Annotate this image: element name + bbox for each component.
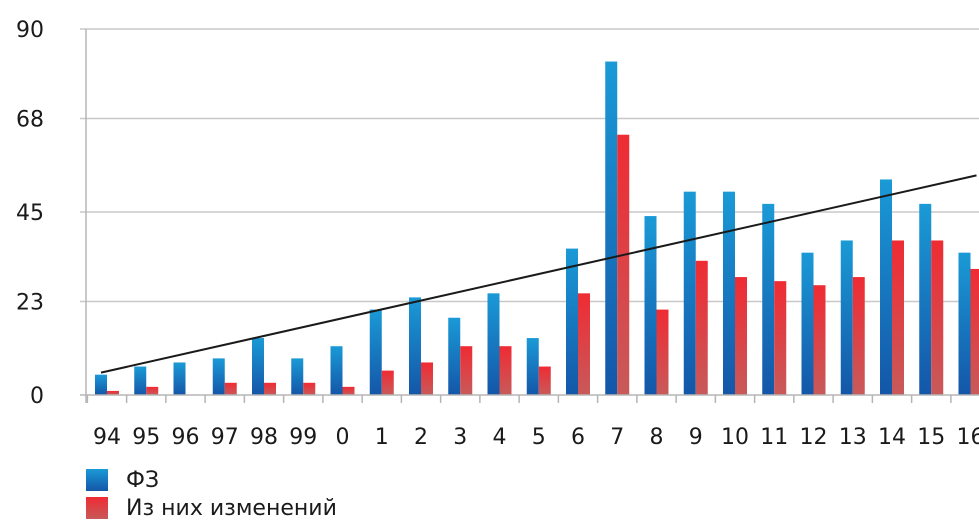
x-tick-label: 9: [689, 425, 703, 450]
bar-fz: [762, 203, 775, 395]
bars: [95, 61, 979, 396]
y-tick-label: 90: [16, 18, 44, 43]
bar-changes: [224, 382, 237, 395]
bar-fz: [173, 362, 186, 395]
bar-fz: [683, 191, 696, 395]
bar-fz: [291, 358, 304, 395]
bar-fz: [409, 297, 421, 395]
bar-changes: [813, 285, 826, 395]
bar-changes: [381, 370, 394, 395]
bar-fz: [840, 240, 853, 395]
y-tick-label: 0: [30, 384, 44, 409]
x-tick-label: 98: [250, 425, 278, 450]
bar-fz: [95, 374, 107, 395]
legend-swatch-changes: [86, 497, 108, 519]
bar-changes: [656, 309, 669, 395]
x-tick-label: 14: [878, 425, 906, 450]
x-tick-label: 12: [800, 425, 828, 450]
x-tick-label: 11: [760, 425, 788, 450]
bar-changes: [146, 386, 159, 395]
bar-fz: [919, 203, 932, 395]
x-tick-label: 0: [336, 425, 350, 450]
legend-item-changes: Из них изменений: [86, 494, 337, 522]
bar-fz: [212, 358, 225, 395]
bar-changes: [931, 240, 944, 395]
x-axis-tick-labels: 94 95 96 97 98 99 0 1 2 3 4 5 6 7 8 9 10 11 12 13 14 15 16: [93, 425, 979, 450]
trendline: [100, 174, 977, 374]
bar-changes: [421, 362, 433, 395]
bar-changes: [107, 390, 119, 395]
x-tick-label: 15: [917, 425, 945, 450]
bar-changes: [892, 240, 904, 395]
legend: ФЗ Из них изменений: [86, 466, 337, 522]
bar-fz: [369, 309, 382, 395]
bar-fz: [723, 191, 735, 395]
x-tick-label: 16: [957, 425, 979, 450]
y-axis-tick-labels: 0 23 45 68 90: [16, 18, 44, 409]
bar-changes: [735, 277, 747, 395]
bar-fz: [252, 338, 264, 395]
bar-changes: [617, 134, 630, 395]
y-tick-label: 23: [16, 290, 44, 315]
bar-fz: [801, 252, 814, 395]
x-tick-label: 4: [493, 425, 507, 450]
bar-fz: [134, 366, 147, 395]
bar-fz: [487, 293, 500, 395]
y-tick-label: 45: [16, 201, 44, 226]
bar-changes: [460, 346, 473, 395]
legend-label-changes: Из них изменений: [126, 495, 337, 521]
x-tick-label: 10: [721, 425, 749, 450]
trendline: [100, 174, 977, 374]
bar-changes: [695, 260, 708, 395]
bar-changes: [499, 346, 512, 395]
x-tick-label: 7: [610, 425, 624, 450]
bar-changes: [303, 382, 316, 395]
bar-changes: [342, 386, 355, 395]
x-tick-label: 5: [532, 425, 546, 450]
x-tick-label: 95: [132, 425, 160, 450]
x-tick-label: 6: [571, 425, 585, 450]
legend-swatch-fz: [86, 469, 108, 491]
bar-changes: [538, 366, 551, 395]
bar-fz: [605, 61, 618, 396]
bar-fz: [526, 338, 539, 395]
bar-changes: [578, 293, 590, 395]
grid-lines: [80, 28, 979, 303]
x-tick-label: 96: [172, 425, 200, 450]
bar-fz: [644, 216, 657, 395]
legend-label-fz: ФЗ: [126, 467, 160, 493]
bar-fz: [448, 317, 461, 395]
x-tick-label: 13: [839, 425, 867, 450]
legend-item-fz: ФЗ: [86, 466, 337, 494]
y-tick-label: 68: [16, 107, 44, 132]
axes: [80, 29, 979, 403]
bar-changes: [852, 277, 865, 395]
bar-fz: [880, 179, 892, 395]
x-tick-label: 1: [375, 425, 389, 450]
bar-changes: [264, 382, 276, 395]
bar-fz: [330, 346, 343, 395]
x-tick-label: 97: [211, 425, 239, 450]
bar-changes: [774, 281, 787, 395]
x-tick-label: 94: [93, 425, 121, 450]
x-tick-label: 2: [414, 425, 428, 450]
x-tick-label: 99: [289, 425, 317, 450]
x-tick-label: 8: [650, 425, 664, 450]
bar-fz: [958, 252, 971, 395]
bar-fz: [566, 248, 578, 395]
bar-changes: [970, 268, 979, 395]
x-tick-label: 3: [453, 425, 467, 450]
